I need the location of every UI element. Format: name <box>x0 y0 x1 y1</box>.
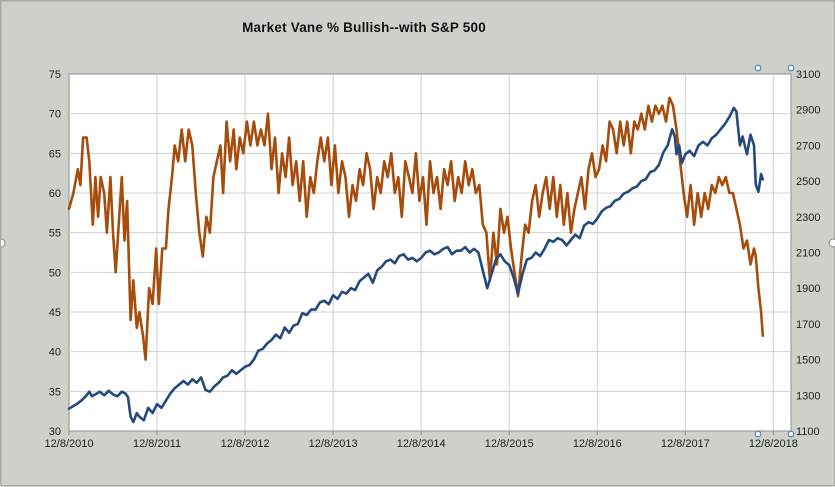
y-left-tick-label: 30 <box>49 426 61 438</box>
y-left-tick-label: 35 <box>49 386 61 398</box>
axis-handle-top-left[interactable] <box>754 64 762 72</box>
y-right-tick-label: 1100 <box>796 426 820 438</box>
x-tick-label: 12/8/2011 <box>133 438 181 450</box>
y-right-tick-label: 2700 <box>796 140 820 152</box>
y-left-tick-label: 75 <box>49 69 61 81</box>
y-right-tick-label: 1900 <box>796 283 820 295</box>
y-left-tick-label: 50 <box>49 267 61 279</box>
y-right-tick-label: 1700 <box>796 319 820 331</box>
y-right-tick-label: 2300 <box>796 212 820 224</box>
y-right-tick-label: 2900 <box>796 105 820 117</box>
y-right-tick-label: 3100 <box>796 69 820 81</box>
tick-labels: 30 35 40 45 50 55 60 65 70 75 12/8/2010 12/8/2011 12… <box>45 69 821 450</box>
series-layer <box>67 96 765 424</box>
chart-title: Market Vane % Bullish--with S&P 500 <box>242 20 486 35</box>
y-right-tick-label: 2100 <box>796 248 820 260</box>
x-tick-label: 12/8/2015 <box>485 438 534 450</box>
y-left-tick-label: 70 <box>49 109 61 121</box>
y-left-tick-label: 45 <box>49 307 61 319</box>
y-right-tick-label: 1500 <box>796 355 820 367</box>
x-tick-label: 12/8/2014 <box>397 438 446 450</box>
x-tick-label: 12/8/2010 <box>45 438 94 450</box>
resize-handle-right[interactable] <box>828 238 835 248</box>
y-left-tick-label: 55 <box>49 228 61 240</box>
y-left-tick-label: 60 <box>49 188 61 200</box>
resize-handle-left[interactable] <box>1 238 6 248</box>
y-left-tick-label: 40 <box>49 347 61 359</box>
x-tick-label: 12/8/2016 <box>573 438 622 450</box>
x-tick-label: 12/8/2013 <box>309 438 358 450</box>
axis-handle-bottom-left[interactable] <box>754 430 762 438</box>
axis-handle-bottom-right[interactable] <box>787 430 795 438</box>
x-tick-label: 12/8/2017 <box>661 438 710 450</box>
plot-area <box>68 73 792 432</box>
x-tick-label: 12/8/2018 <box>749 438 798 450</box>
bullish-percent-series-line <box>67 96 765 361</box>
y-left-tick-label: 65 <box>49 148 61 160</box>
y-right-tick-label: 1300 <box>796 390 820 402</box>
axis-handle-top-right[interactable] <box>787 64 795 72</box>
y-right-tick-label: 2500 <box>796 176 820 188</box>
sp500-series-line <box>67 106 765 424</box>
x-tick-label: 12/8/2012 <box>221 438 270 450</box>
